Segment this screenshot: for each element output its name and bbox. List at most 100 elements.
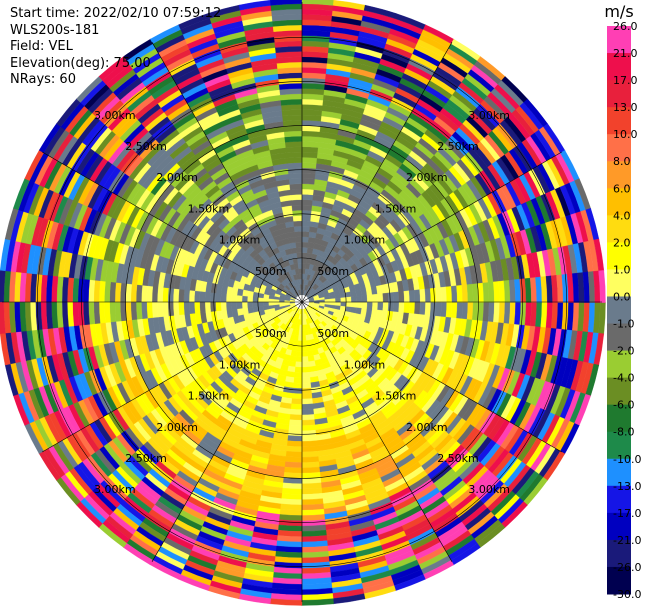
range-gate — [241, 301, 248, 309]
range-gate — [451, 285, 458, 303]
range-gate — [487, 301, 495, 323]
range-gate — [301, 461, 320, 469]
range-gate — [301, 188, 315, 196]
range-gate — [301, 324, 306, 331]
range-gate — [157, 286, 164, 303]
range-gate — [109, 281, 117, 303]
range-gate — [236, 294, 243, 303]
range-gate — [466, 283, 474, 303]
range-gate — [301, 445, 318, 453]
range-gate — [301, 194, 314, 201]
range-gate — [408, 290, 416, 303]
instrument-label: WLS200s-181 — [10, 22, 100, 38]
range-gate — [440, 286, 447, 303]
range-gate — [294, 366, 303, 373]
range-gate — [173, 288, 180, 303]
range-gate — [130, 301, 138, 321]
range-gate — [146, 285, 154, 303]
range-gate — [178, 301, 185, 316]
range-gate — [104, 301, 111, 323]
nrays-label: NRays: 60 — [10, 72, 76, 87]
range-gate — [273, 301, 280, 306]
range-gate — [450, 301, 458, 319]
range-gate — [377, 293, 384, 303]
range-gate — [408, 301, 416, 315]
range-gate — [301, 493, 323, 500]
range-gate — [419, 301, 426, 316]
range-gate — [301, 350, 308, 357]
range-gate — [141, 301, 148, 319]
range-gate — [297, 257, 303, 264]
colorbar-tick-label: 13.0 — [613, 101, 638, 114]
range-gate — [301, 482, 322, 490]
range-gate — [290, 247, 298, 254]
range-gate — [340, 297, 347, 303]
range-gate — [398, 291, 405, 303]
range-gate — [292, 210, 303, 217]
range-gate — [199, 301, 206, 313]
range-gate — [356, 301, 363, 309]
range-gate — [183, 301, 190, 315]
range-gate — [257, 305, 265, 312]
range-gate — [366, 301, 373, 310]
range-gate — [114, 301, 122, 322]
range-gate — [183, 289, 190, 303]
range-gate — [301, 146, 319, 154]
range-gate — [301, 183, 315, 190]
range-gate — [301, 487, 323, 495]
range-gate — [301, 498, 324, 506]
range-gate — [493, 281, 500, 303]
range-gate — [301, 220, 311, 227]
colorbar-tick-label: 17.0 — [613, 74, 638, 87]
range-gate — [130, 283, 138, 303]
range-gate — [387, 301, 394, 312]
range-gate — [247, 296, 254, 303]
range-gate — [241, 295, 248, 303]
range-gate — [204, 301, 211, 313]
range-gate — [284, 456, 303, 463]
range-gate — [286, 440, 303, 447]
range-gate — [257, 301, 264, 307]
range-gate — [305, 339, 312, 347]
range-gate — [301, 157, 318, 164]
range-gate — [280, 98, 303, 106]
colorbar-tick-label: 0.0 — [613, 290, 631, 303]
range-gate — [281, 109, 303, 117]
range-gate — [461, 301, 469, 320]
range-ring-label: 3.00km — [94, 483, 136, 496]
colorbar-tick-label: 6.0 — [613, 182, 631, 195]
start-time-label: Start time: 2022/02/10 07:59:12 — [10, 6, 222, 21]
field-label: Field: VEL — [10, 39, 73, 54]
range-gate — [282, 114, 303, 122]
range-gate — [293, 372, 303, 379]
range-gate — [287, 429, 303, 437]
range-gate — [319, 299, 326, 303]
range-gate — [301, 398, 313, 405]
range-gate — [350, 301, 357, 308]
range-gate — [151, 301, 159, 318]
range-ring-label: 1.50km — [188, 202, 230, 215]
range-gate — [301, 456, 319, 463]
range-gate — [345, 301, 352, 308]
range-gate — [290, 188, 303, 196]
range-gate — [301, 231, 310, 238]
elevation-label: Elevation(deg): 75.00 — [10, 55, 151, 71]
range-gate — [296, 252, 303, 259]
range-gate — [429, 301, 437, 317]
range-gate — [247, 306, 254, 314]
range-gate — [482, 282, 490, 303]
range-gate — [372, 301, 379, 311]
range-gate — [350, 290, 357, 298]
range-gate — [301, 162, 318, 169]
range-gate — [292, 257, 299, 265]
range-gate — [289, 183, 303, 190]
colorbar-tick-label: -6.0 — [613, 399, 634, 412]
range-gate — [210, 301, 217, 312]
range-gate — [286, 151, 303, 159]
range-gate — [339, 292, 347, 299]
range-gate — [247, 301, 254, 308]
range-gate — [403, 301, 410, 314]
colorbar-tick-label: 10.0 — [613, 128, 638, 141]
range-gate — [199, 290, 206, 303]
